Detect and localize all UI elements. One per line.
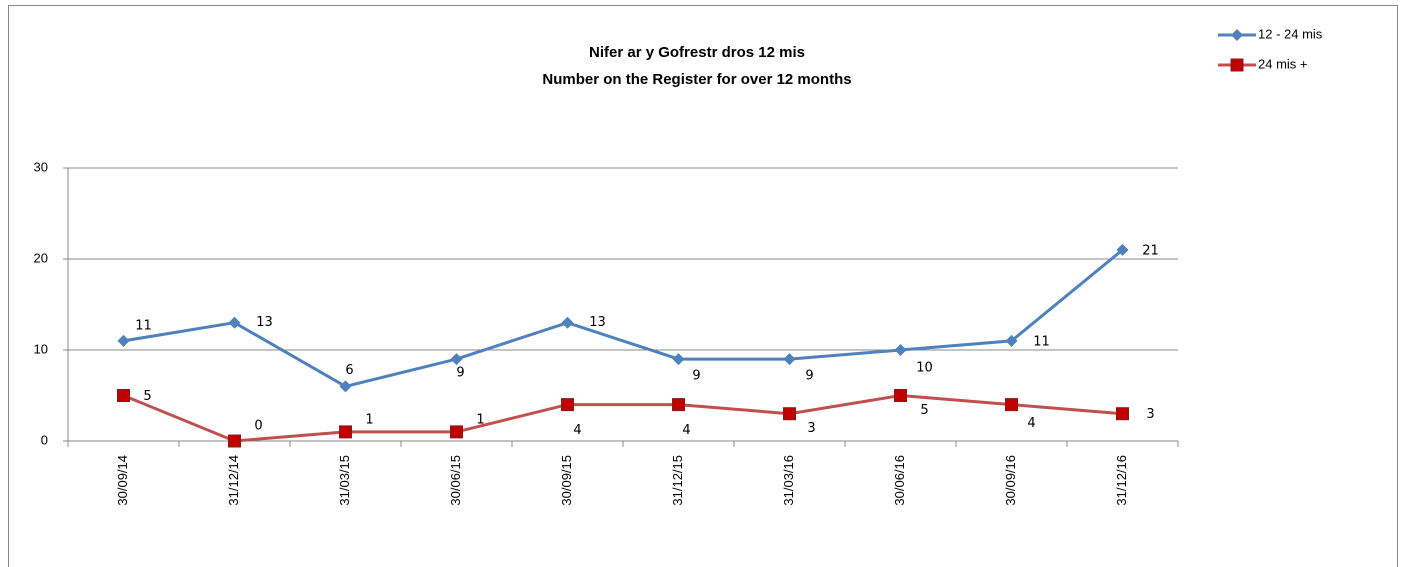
x-tick-label: 30/09/15 [559, 455, 574, 506]
data-label: 10 [916, 361, 933, 376]
legend-label: 24 mis + [1258, 56, 1308, 71]
y-tick-label: 10 [34, 341, 48, 356]
x-tick-label: 31/12/15 [670, 455, 685, 506]
data-label: 4 [1027, 416, 1035, 431]
x-tick-label: 31/03/16 [781, 455, 796, 506]
x-tick-label: 30/09/14 [115, 455, 130, 506]
marker [228, 434, 241, 448]
chart-title: Nifer ar y Gofrestr dros 12 mis [589, 44, 805, 61]
data-label: 3 [1146, 407, 1154, 422]
marker [672, 398, 685, 412]
marker [1005, 398, 1018, 412]
chart-subtitle: Number on the Register for over 12 month… [542, 71, 851, 88]
marker [450, 353, 463, 366]
marker [339, 425, 352, 439]
series-line [122, 393, 1123, 443]
data-label: 11 [135, 318, 152, 333]
marker [117, 334, 130, 347]
x-tick-label: 31/12/14 [226, 455, 241, 506]
data-label: 9 [692, 369, 700, 384]
marker [783, 353, 796, 366]
data-label: 13 [589, 315, 606, 330]
marker [561, 316, 574, 329]
marker [894, 344, 907, 356]
data-label: 5 [143, 389, 151, 404]
marker [117, 389, 130, 402]
marker [1116, 243, 1129, 256]
marker [450, 425, 463, 439]
y-tick-label: 30 [34, 159, 48, 174]
marker [1231, 29, 1243, 41]
data-label: 4 [682, 423, 690, 438]
data-label: 0 [254, 419, 262, 434]
marker [228, 316, 241, 329]
y-tick-label: 20 [34, 250, 48, 265]
x-tick-label: 31/03/15 [337, 455, 352, 506]
data-label: 3 [807, 421, 815, 436]
x-tick-label: 30/09/16 [1003, 455, 1018, 506]
data-label: 4 [573, 423, 581, 438]
data-label: 9 [456, 366, 464, 381]
marker [894, 389, 907, 402]
x-tick-label: 31/12/16 [1114, 455, 1129, 506]
series-line [123, 248, 1124, 389]
marker [783, 407, 796, 421]
data-label: 1 [476, 412, 484, 427]
marker [1116, 407, 1129, 421]
data-label: 6 [345, 363, 353, 378]
y-tick-label: 0 [41, 432, 48, 447]
data-label: 9 [805, 369, 813, 384]
marker [339, 380, 352, 393]
data-label: 21 [1142, 243, 1159, 258]
marker [672, 353, 685, 366]
x-tick-label: 30/06/16 [892, 455, 907, 506]
marker [1230, 58, 1244, 72]
data-label: 1 [365, 412, 373, 427]
chart-border [8, 5, 1398, 567]
legend-label: 12 - 24 mis [1258, 26, 1323, 41]
marker [1005, 334, 1018, 347]
marker [561, 398, 574, 412]
data-label: 11 [1033, 334, 1050, 349]
data-label: 13 [256, 315, 273, 330]
data-label: 5 [920, 403, 928, 418]
x-tick-label: 30/06/15 [448, 455, 463, 506]
